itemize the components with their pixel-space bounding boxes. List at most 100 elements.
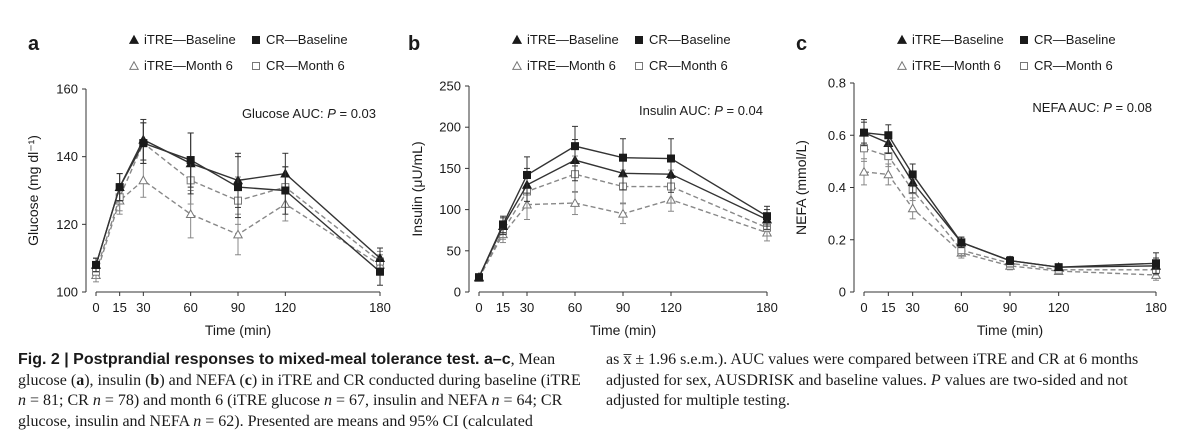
auc-annotation-p: P — [327, 106, 336, 121]
legend-label: iTRE—Baseline — [144, 32, 236, 47]
caption-text: = 62). Presented are means and 95% CI (c… — [201, 412, 533, 430]
caption-text: as x̅ ± 1.96 s.e.m.). AUC values were co… — [606, 351, 1139, 389]
data-point — [957, 238, 966, 247]
auc-annotation-prefix: NEFA AUC: — [1032, 100, 1103, 115]
data-point — [763, 212, 771, 221]
auc-annotation: NEFA AUC: P = 0.08 — [1032, 100, 1152, 115]
x-tick-label: 30 — [520, 300, 534, 315]
x-axis-label: Time (min) — [590, 322, 656, 338]
legend-marker — [896, 60, 908, 70]
legend-label: CR—Month 6 — [649, 58, 728, 73]
data-point — [475, 273, 483, 282]
panel-letter: b — [408, 33, 420, 55]
x-tick-label: 30 — [136, 300, 150, 315]
x-tick-label: 180 — [1145, 300, 1167, 315]
y-tick-label: 120 — [56, 217, 78, 232]
auc-annotation: Glucose AUC: P = 0.03 — [242, 106, 376, 121]
x-tick-label: 0 — [92, 300, 99, 315]
x-tick-label: 60 — [183, 300, 197, 315]
data-point — [281, 186, 290, 195]
legend-marker — [511, 34, 523, 44]
x-tick-label: 30 — [905, 300, 919, 315]
panel-b-insulin: b 0 50 100 150 200 250 0 15 30 60 90 120 180 Time (min… — [408, 32, 778, 338]
caption-p: P — [930, 371, 941, 389]
data-point — [667, 154, 675, 163]
figure-panels: a 100 120 140 160 0 15 30 60 90 120 180 Time (min) Gl… — [25, 32, 1167, 338]
x-tick-label: 0 — [860, 300, 867, 315]
x-tick-label: 180 — [369, 300, 391, 315]
caption-ref-a: a — [76, 371, 85, 389]
panel-letter: a — [28, 33, 40, 55]
y-tick-label: 150 — [439, 161, 461, 176]
caption-text: , Mean glucose ( — [18, 351, 556, 389]
legend-marker — [635, 36, 643, 44]
data-point — [908, 170, 917, 179]
caption-fig-label: Fig. 2 | Postprandial responses to mixed… — [18, 351, 493, 368]
legend-marker — [511, 60, 523, 70]
y-tick-label: 100 — [439, 202, 461, 217]
y-tick-label: 0 — [839, 285, 846, 300]
auc-annotation-value: = 0.04 — [723, 103, 763, 118]
y-tick-label: 200 — [439, 120, 461, 135]
y-tick-label: 0 — [454, 285, 461, 300]
auc-annotation-p: P — [1103, 100, 1112, 115]
y-tick-label: 100 — [56, 285, 78, 300]
caption-text: ) in iTRE and CR conducted during baseli… — [251, 371, 581, 389]
y-axis-label: Insulin (μU/mL) — [409, 141, 425, 236]
x-tick-label: 15 — [496, 300, 510, 315]
data-point — [884, 131, 893, 140]
panel-c-nefa: c 0 0.2 0.4 0.6 0.8 0 15 30 60 90 120 180 Time (min) N… — [793, 32, 1167, 338]
auc-annotation: Insulin AUC: P = 0.04 — [639, 103, 763, 118]
legend-label: CR—Month 6 — [266, 58, 345, 73]
auc-annotation-prefix: Insulin AUC: — [639, 103, 714, 118]
data-point — [907, 203, 918, 213]
data-point — [376, 267, 384, 276]
legend-label: CR—Baseline — [649, 32, 731, 47]
data-point — [186, 156, 195, 165]
data-point — [1054, 263, 1063, 272]
caption-text: = 81; CR — [26, 392, 93, 410]
caption-text: = 67, insulin and NEFA — [332, 392, 492, 410]
legend-marker — [896, 34, 908, 44]
legend-marker — [128, 60, 140, 70]
x-tick-label: 120 — [660, 300, 682, 315]
caption-text: values are two-sided and not adjusted fo… — [606, 371, 1128, 410]
legend-label: iTRE—Baseline — [527, 32, 619, 47]
auc-annotation-value: = 0.03 — [336, 106, 376, 121]
data-point — [185, 208, 196, 219]
y-axis-label: Glucose (mg dl⁻¹) — [25, 135, 41, 246]
caption-fig-label-c: c — [501, 351, 511, 368]
data-point — [499, 220, 507, 229]
y-tick-label: 160 — [56, 82, 78, 97]
x-tick-label: 0 — [475, 300, 482, 315]
figure-caption-right: as x̅ ± 1.96 s.e.m.). AUC values were co… — [606, 350, 1181, 412]
data-point — [139, 139, 148, 148]
panel-a-glucose: a 100 120 140 160 0 15 30 60 90 120 180 Time (min) Gl… — [25, 32, 391, 338]
x-tick-label: 90 — [1003, 300, 1017, 315]
x-tick-label: 60 — [568, 300, 582, 315]
data-point — [92, 260, 100, 269]
caption-n: n — [324, 392, 333, 410]
x-tick-label: 90 — [616, 300, 630, 315]
legend-marker — [1020, 36, 1028, 44]
data-point — [617, 208, 629, 218]
series-line — [863, 131, 1157, 268]
y-tick-label: 0.2 — [828, 232, 846, 247]
panel-letter: c — [796, 33, 807, 55]
caption-text: = 78) and month 6 (iTRE glucose — [100, 392, 325, 410]
x-axis-label: Time (min) — [205, 322, 271, 338]
figure-caption-left: Fig. 2 | Postprandial responses to mixed… — [18, 350, 584, 432]
caption-ref-b: b — [150, 371, 160, 389]
data-point — [115, 183, 124, 192]
caption-text: = 64; CR glucose, insulin and NEFA — [18, 392, 563, 430]
data-point — [569, 197, 581, 207]
auc-annotation-p: P — [714, 103, 723, 118]
caption-n: n — [18, 392, 26, 410]
legend-label: iTRE—Baseline — [912, 32, 1004, 47]
legend-marker — [1020, 62, 1028, 70]
x-tick-label: 60 — [954, 300, 968, 315]
data-point — [860, 128, 868, 137]
data-point — [138, 175, 149, 185]
auc-annotation-value: = 0.08 — [1112, 100, 1152, 115]
y-tick-label: 50 — [447, 243, 461, 258]
